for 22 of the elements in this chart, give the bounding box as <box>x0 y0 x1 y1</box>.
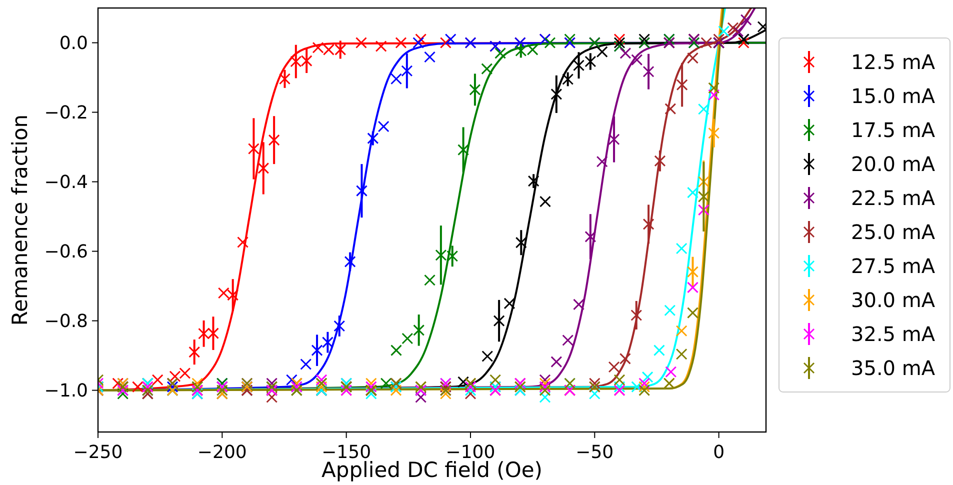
y-tick-label: −0.4 <box>44 172 88 193</box>
x-tick-label: −200 <box>197 442 247 463</box>
y-tick-label: −0.8 <box>44 310 88 332</box>
legend-label: 17.5 mA <box>851 118 936 142</box>
x-axis-title: Applied DC field (Oe) <box>322 458 542 482</box>
legend-label: 15.0 mA <box>851 84 936 108</box>
y-tick-label: −1.0 <box>44 380 88 402</box>
legend-label: 12.5 mA <box>851 50 936 74</box>
y-axis-title: Remanence fraction <box>8 114 32 326</box>
legend-label: 35.0 mA <box>851 356 936 380</box>
legend-label: 30.0 mA <box>851 288 936 312</box>
x-tick-label: 0 <box>713 442 725 463</box>
x-tick-label: −250 <box>73 442 123 463</box>
y-tick-label: 0.0 <box>59 32 88 54</box>
y-tick-label: −0.6 <box>44 241 88 262</box>
x-tick-label: −50 <box>576 442 614 463</box>
legend-label: 27.5 mA <box>851 254 936 278</box>
legend-label: 25.0 mA <box>851 220 936 244</box>
legend-label: 20.0 mA <box>851 152 936 176</box>
legend-label: 32.5 mA <box>851 322 936 346</box>
legend-label: 22.5 mA <box>851 186 936 210</box>
y-tick-label: −0.2 <box>44 102 88 124</box>
